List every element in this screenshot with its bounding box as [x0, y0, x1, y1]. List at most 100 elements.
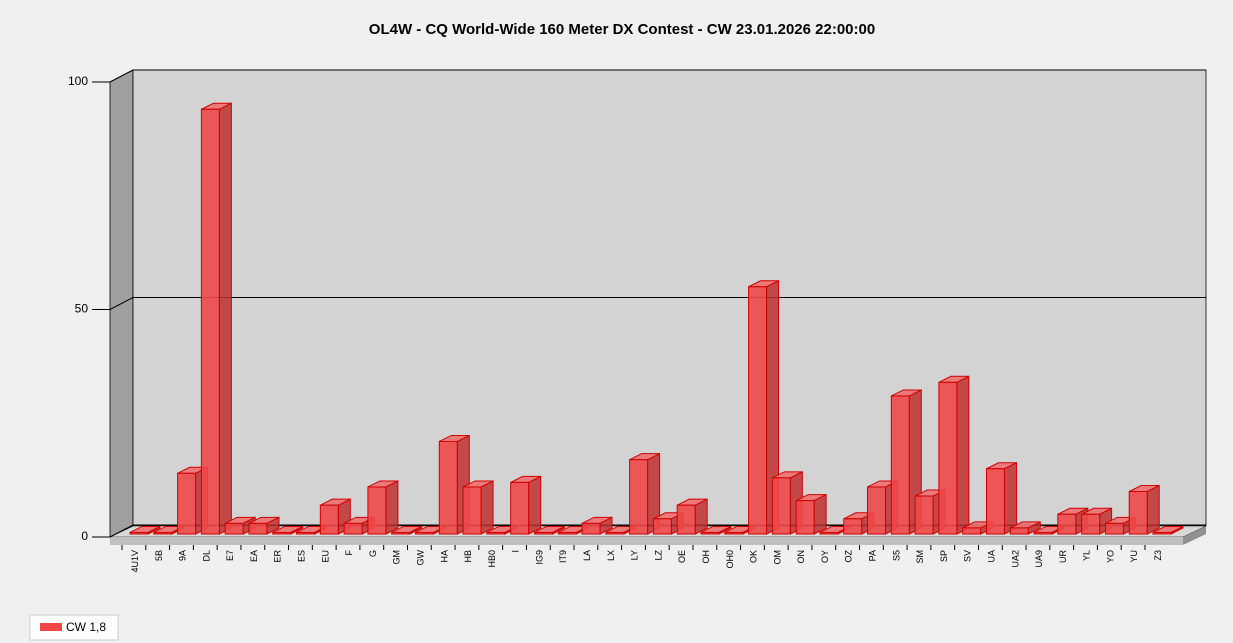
bar-side — [385, 480, 399, 535]
x-tick-label: OE — [677, 550, 687, 563]
x-tick-label: Z3 — [1153, 550, 1163, 561]
x-tick-label: LY — [630, 550, 640, 560]
bar-front — [414, 531, 434, 535]
bar-front — [177, 472, 197, 535]
x-tick-label: IG9 — [534, 550, 544, 565]
x-tick-label: ER — [273, 550, 283, 563]
x-tick-label: YU — [1129, 550, 1139, 563]
x-tick-label: ES — [297, 550, 307, 562]
bar — [438, 434, 470, 535]
bar-front — [557, 531, 577, 535]
bar-front — [1128, 491, 1148, 535]
x-tick-label: 4U1V — [130, 550, 140, 573]
tick-mark — [109, 297, 134, 310]
bar — [129, 525, 161, 535]
x-tick-label: GM — [392, 550, 402, 565]
x-tick-label: OH — [701, 550, 711, 564]
x-tick-label: S5 — [891, 550, 901, 561]
bar — [533, 525, 565, 535]
bar — [700, 525, 732, 535]
x-tick-label: EA — [249, 550, 259, 562]
legend — [29, 614, 119, 641]
bar — [510, 475, 542, 535]
x-tick-label: UA9 — [1034, 550, 1044, 568]
bar-front — [1009, 527, 1029, 535]
y-tick-label: 0 — [81, 529, 88, 543]
bar-front — [533, 531, 553, 535]
bar-front — [724, 531, 744, 535]
legend-swatch — [40, 623, 62, 631]
bar — [985, 461, 1017, 535]
bar-front — [510, 481, 530, 535]
bar-front — [819, 531, 839, 535]
x-tick-label: HA — [439, 550, 449, 563]
y-tick-label: 100 — [68, 74, 88, 88]
x-tick-label: OZ — [844, 549, 854, 562]
bar-front — [129, 531, 149, 535]
bar-front — [1081, 513, 1101, 535]
x-tick-label: YL — [1082, 550, 1092, 561]
bar-front — [938, 381, 958, 535]
bar-front — [700, 531, 720, 535]
x-tick-label: LA — [582, 550, 592, 561]
tick-mark — [109, 69, 134, 83]
bar-front — [272, 531, 292, 535]
x-tick-label: HB — [463, 550, 473, 563]
x-tick-label: G — [368, 550, 378, 557]
bar-front — [248, 522, 268, 535]
bar — [1128, 484, 1160, 535]
x-tick-label: EU — [320, 550, 330, 563]
x-tick-label: 5B — [154, 550, 164, 561]
bar-front — [438, 440, 458, 535]
tick-mark — [109, 524, 134, 538]
x-tick-label: I — [511, 550, 521, 553]
x-tick-label: HB0 — [487, 550, 497, 568]
floor-side — [1183, 526, 1206, 545]
x-tick-label: 9A — [178, 550, 188, 561]
bar-front — [1104, 522, 1124, 535]
bar — [676, 498, 708, 535]
legend-label: CW 1,8 — [66, 620, 106, 634]
bar-front — [962, 527, 982, 535]
bar-front — [1057, 513, 1077, 535]
x-tick-label: PA — [868, 550, 878, 561]
x-tick-label: E7 — [225, 550, 235, 561]
x-tick-label: UR — [1058, 550, 1068, 563]
bar-front — [914, 495, 934, 535]
chart-title: OL4W - CQ World-Wide 160 Meter DX Contes… — [369, 21, 875, 38]
bar — [938, 375, 970, 535]
bar-front — [867, 486, 887, 535]
bar — [272, 525, 304, 535]
bar — [200, 102, 232, 535]
x-tick-label: LX — [606, 550, 616, 561]
bar-front — [676, 504, 696, 535]
bar-front — [795, 500, 815, 535]
bar-front — [296, 531, 316, 535]
bar-front — [605, 531, 625, 535]
x-tick-label: ON — [796, 550, 806, 564]
bar — [391, 525, 423, 535]
bar — [581, 516, 613, 535]
bar-side — [528, 475, 542, 535]
bar-front — [319, 504, 339, 535]
bar-front — [367, 486, 387, 535]
x-tick-label: UA2 — [1010, 550, 1020, 568]
x-tick-label: SP — [939, 550, 949, 562]
bar-front — [843, 518, 863, 535]
bar — [1009, 521, 1041, 535]
bar-front — [486, 531, 506, 535]
x-tick-label: DL — [201, 550, 211, 562]
bar-front — [629, 459, 649, 535]
x-tick-label: UA — [986, 550, 996, 563]
bar-side — [1146, 484, 1160, 535]
bar — [795, 493, 827, 535]
bar — [1152, 525, 1184, 535]
x-tick-label: OM — [772, 550, 782, 565]
bar — [1081, 507, 1113, 535]
bar-front — [224, 522, 244, 535]
bar — [462, 480, 494, 535]
bar-side — [1003, 461, 1017, 535]
x-tick-label: SM — [915, 550, 925, 564]
bar-front — [890, 395, 910, 535]
